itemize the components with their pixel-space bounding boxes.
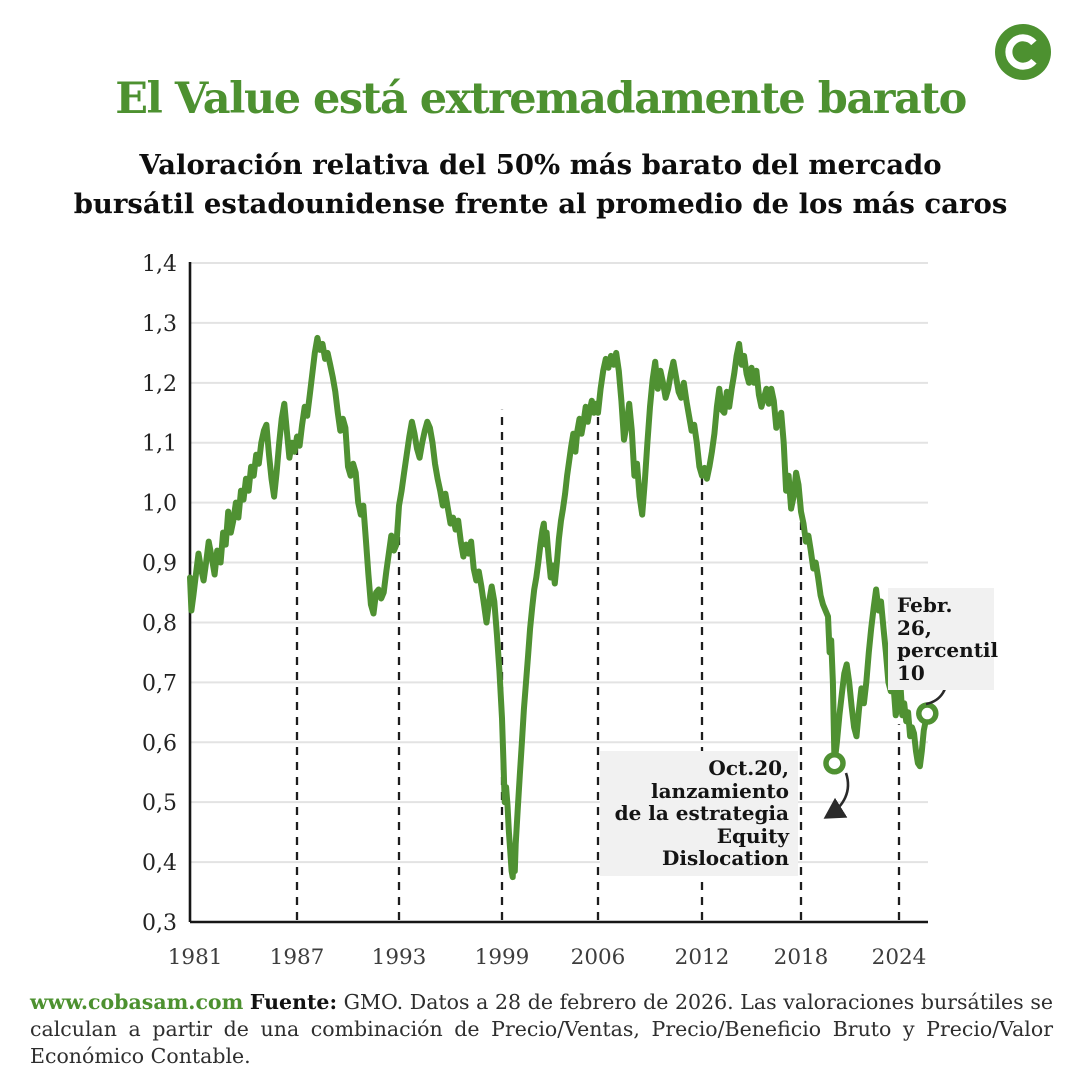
cobas-c-logo-icon (995, 24, 1051, 80)
svg-text:1,4: 1,4 (142, 252, 177, 277)
website-link[interactable]: www.cobasam.com (30, 990, 244, 1014)
event-markers (823, 702, 939, 775)
svg-text:0,3: 0,3 (142, 911, 177, 936)
footer-source: www.cobasam.com Fuente: GMO. Datos a 28 … (30, 989, 1053, 1070)
annotation-feb26: Febr. 26, percentil 10 (888, 588, 999, 691)
source-text: GMO. Datos a 28 de febrero de 2026. Las … (30, 990, 1053, 1069)
page-title: El Value está extremadamente barato (115, 74, 967, 124)
svg-text:1,2: 1,2 (142, 372, 177, 397)
svg-text:0,6: 0,6 (142, 731, 177, 756)
annotation-feb26-line-2: percentil (897, 638, 999, 663)
subtitle-line-2: bursátil estadounidense frente al promed… (73, 187, 1008, 220)
svg-text:1993: 1993 (372, 945, 427, 970)
annotation-arrows (823, 666, 961, 819)
dashed-year-lines (295, 409, 901, 920)
svg-text:2012: 2012 (675, 945, 730, 970)
annotation-oct20-line-2: lanzamiento (650, 778, 789, 803)
svg-text:0,4: 0,4 (142, 851, 177, 876)
svg-text:1987: 1987 (270, 945, 325, 970)
svg-text:0,7: 0,7 (142, 671, 177, 696)
y-axis-labels: 1,4 1,3 1,2 1,1 1,0 0,9 0,8 0,7 0,6 0,5 0,4 0,3 (142, 252, 177, 936)
x-axis-labels: 1981 1987 1993 1999 2006 2012 2018 2024 (168, 945, 927, 970)
annotation-oct20-line-4: Equity Dislocation (662, 823, 789, 871)
annotation-feb26-line-3: 10 (897, 660, 925, 685)
svg-text:0,5: 0,5 (142, 791, 177, 816)
svg-text:0,9: 0,9 (142, 552, 177, 577)
svg-text:1981: 1981 (168, 945, 223, 970)
source-label: Fuente: (249, 990, 338, 1014)
svg-text:2024: 2024 (872, 945, 927, 970)
cobas-logo (993, 22, 1053, 82)
svg-text:1999: 1999 (475, 945, 530, 970)
annotation-oct20-line-3: de la estrategia (614, 801, 789, 826)
annotation-oct20: Oct.20, lanzamiento de la estrategia Equ… (600, 751, 798, 876)
svg-text:1,0: 1,0 (142, 492, 177, 517)
oct20-arrow (823, 772, 850, 819)
page-subtitle: Valoración relativa del 50% más barato d… (0, 146, 1081, 223)
subtitle-line-1: Valoración relativa del 50% más barato d… (139, 149, 942, 181)
annotation-oct20-line-1: Oct.20, (708, 756, 789, 780)
svg-text:2018: 2018 (774, 945, 829, 970)
valuation-series-line (187, 334, 931, 881)
svg-text:1,1: 1,1 (142, 432, 177, 457)
svg-text:1,3: 1,3 (142, 312, 177, 337)
annotation-feb26-line-1: Febr. 26, (897, 593, 953, 640)
svg-text:2006: 2006 (571, 945, 626, 970)
svg-text:0,8: 0,8 (142, 611, 177, 636)
